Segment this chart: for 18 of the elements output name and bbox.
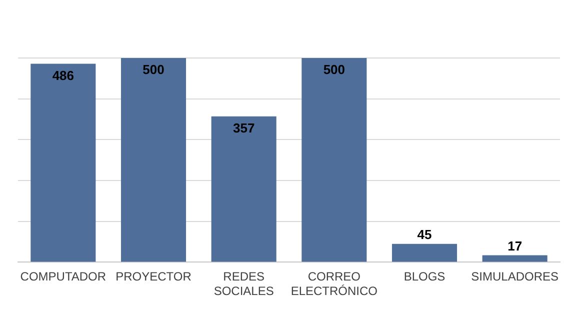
bar — [120, 58, 186, 262]
data-label: 500 — [323, 62, 346, 78]
bar — [30, 64, 96, 262]
x-tick-label: CORREO ELECTRÓNICO — [290, 270, 378, 298]
x-tick-label: SIMULADORES — [471, 270, 559, 284]
x-tick-label: PROYECTOR — [116, 270, 192, 284]
x-tick-label: BLOGS — [404, 270, 446, 284]
x-tick-label: COMPUTADOR — [20, 270, 106, 284]
bar — [302, 58, 367, 262]
x-tick-label: REDES SOCIALES — [214, 270, 274, 298]
bar — [482, 255, 548, 262]
data-label: 17 — [508, 238, 522, 254]
data-label: 486 — [52, 68, 74, 83]
bar — [211, 116, 276, 262]
data-label: 357 — [232, 120, 255, 136]
data-label: 500 — [142, 62, 164, 78]
data-label: 45 — [417, 226, 432, 242]
bar — [392, 244, 458, 262]
